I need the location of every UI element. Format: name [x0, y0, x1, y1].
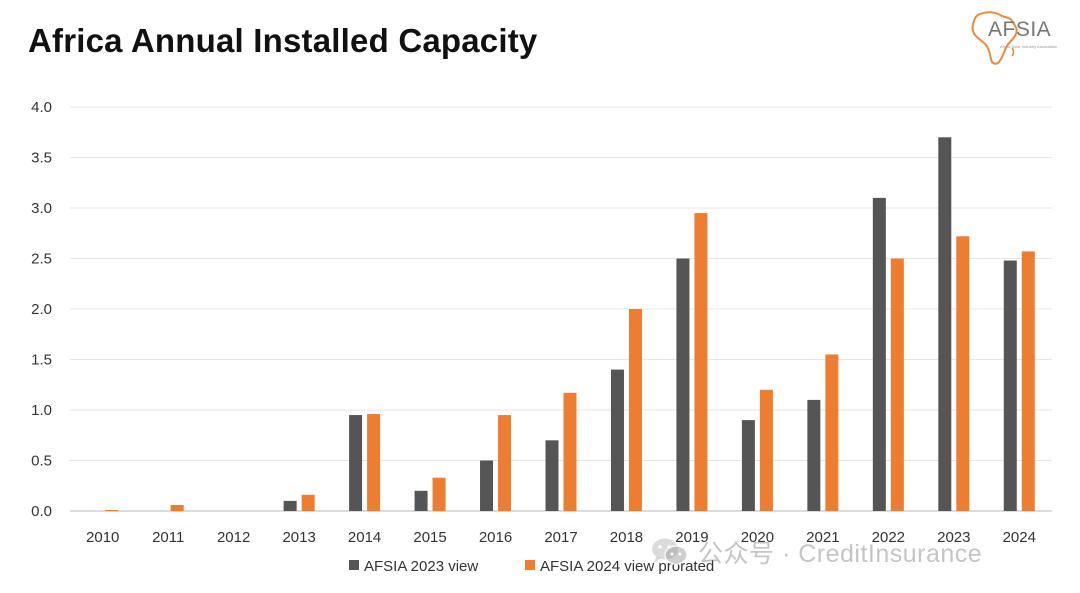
watermark: 公众号 · CreditInsurance — [650, 536, 982, 568]
bar-afsia-2024-2017 — [563, 392, 577, 511]
bar-afsia-2023-2020 — [741, 420, 755, 511]
y-tick-label: 1.5 — [31, 352, 52, 369]
bar-afsia-2024-2018 — [628, 309, 642, 511]
bar-afsia-2023-2024 — [1003, 260, 1017, 511]
x-tick-label: 2011 — [152, 529, 184, 546]
bar-afsia-2023-2022 — [872, 197, 886, 511]
legend-label: AFSIA 2023 view — [364, 558, 478, 575]
y-tick-label: 1.0 — [31, 402, 52, 419]
y-tick-label: 2.0 — [31, 301, 52, 318]
bar-afsia-2024-2015 — [432, 477, 446, 511]
bar-afsia-2023-2014 — [349, 415, 363, 511]
y-tick-label: 4.0 — [31, 99, 52, 116]
x-tick-label: 2015 — [413, 529, 446, 546]
wechat-icon — [652, 538, 688, 565]
x-tick-label: 2023 — [937, 529, 970, 546]
bar-afsia-2024-2024 — [1021, 251, 1035, 511]
x-tick-label: 2014 — [348, 529, 381, 546]
y-tick-label: 3.5 — [31, 150, 52, 167]
x-tick-label: 2022 — [872, 529, 905, 546]
logo-subtitle: Africa Solar Industry Association — [1000, 44, 1058, 49]
x-tick-label: 2013 — [282, 529, 315, 546]
legend-swatch — [525, 560, 535, 570]
x-tick-label: 2021 — [806, 529, 839, 546]
bar-afsia-2024-2023 — [956, 236, 970, 511]
y-tick-label: 3.0 — [31, 200, 52, 217]
y-tick-label: 2.5 — [31, 251, 52, 268]
chart-title: Africa Annual Installed Capacity — [28, 22, 538, 59]
watermark-text: 公众号 · CreditInsurance — [698, 540, 983, 568]
bar-afsia-2023-2016 — [480, 460, 494, 511]
bar-afsia-2024-2019 — [694, 213, 708, 512]
bar-afsia-2024-2011 — [170, 504, 184, 511]
bar-afsia-2023-2015 — [414, 490, 428, 511]
bar-afsia-2024-2016 — [498, 415, 512, 511]
x-tick-label: 2017 — [544, 529, 577, 546]
bar-afsia-2023-2023 — [938, 137, 952, 512]
x-tick-label: 2020 — [741, 529, 774, 546]
bar-afsia-2024-2014 — [367, 414, 381, 511]
y-tick-label: 0.5 — [31, 453, 52, 470]
bar-afsia-2024-2021 — [825, 354, 839, 511]
x-tick-label: 2019 — [675, 529, 708, 546]
bar-afsia-2024-2013 — [301, 494, 315, 511]
x-tick-label: 2018 — [610, 529, 643, 546]
bar-afsia-2023-2021 — [807, 399, 821, 511]
x-tick-label: 2024 — [1003, 529, 1036, 546]
bar-afsia-2023-2019 — [676, 258, 690, 511]
afsia-logo: AFSIA Africa Solar Industry Association — [966, 8, 1074, 68]
x-tick-label: 2012 — [217, 529, 250, 546]
africa-map-icon — [971, 11, 1018, 65]
bar-afsia-2024-2022 — [890, 258, 904, 511]
bar-afsia-2024-2020 — [759, 389, 773, 511]
bar-afsia-2023-2013 — [283, 500, 297, 511]
x-tick-label: 2016 — [479, 529, 512, 546]
bar-afsia-2023-2018 — [610, 369, 624, 511]
bar-afsia-2023-2017 — [545, 440, 559, 511]
bar-afsia-2024-2010 — [105, 509, 119, 511]
legend-swatch — [349, 560, 359, 570]
logo-text: AFSIA — [988, 18, 1052, 41]
x-tick-label: 2010 — [86, 529, 119, 546]
y-tick-label: 0.0 — [31, 503, 52, 520]
